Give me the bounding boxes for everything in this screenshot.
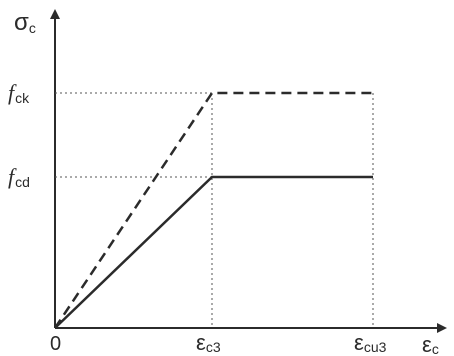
- x-axis-label: εc: [422, 332, 439, 356]
- origin-label: 0: [50, 333, 61, 355]
- characteristic-curve: [53, 91, 373, 329]
- fcd-label: fcd: [8, 164, 30, 190]
- design-curve: [54, 175, 373, 329]
- ec3-label: εc3: [196, 330, 221, 355]
- fck-label: fck: [8, 80, 30, 106]
- ecu3-label: εcu3: [354, 330, 387, 355]
- y-axis-label: σc: [14, 9, 36, 36]
